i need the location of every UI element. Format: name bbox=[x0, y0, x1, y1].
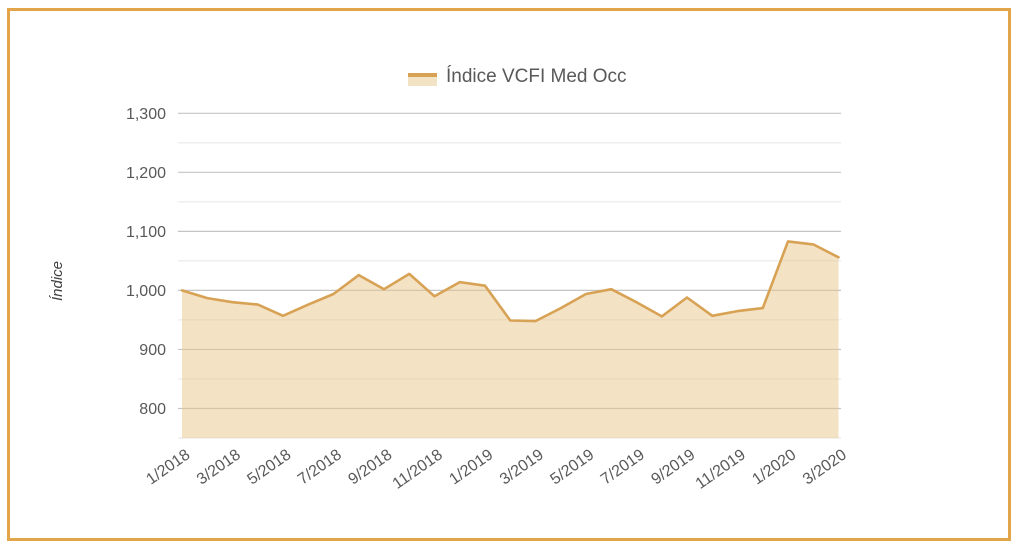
x-tick-label: 1/2018 bbox=[143, 446, 193, 488]
x-tick-label: 11/2019 bbox=[693, 446, 749, 492]
data-line bbox=[180, 240, 840, 323]
y-tick-label: 1,000 bbox=[126, 283, 166, 300]
x-tick-label: 1/2020 bbox=[749, 446, 799, 488]
x-tick-label: 7/2018 bbox=[295, 446, 345, 488]
x-tick-label: 11/2018 bbox=[390, 446, 446, 492]
y-axis-title: Índice bbox=[49, 261, 66, 301]
x-tick-label: 5/2019 bbox=[547, 446, 597, 488]
area-fill bbox=[182, 241, 839, 438]
y-tick-label: 1,300 bbox=[126, 106, 166, 123]
x-tick-label: 3/2018 bbox=[194, 446, 244, 488]
x-tick-label: 7/2019 bbox=[598, 446, 648, 488]
area-series bbox=[180, 240, 840, 438]
x-tick-label: 3/2019 bbox=[497, 446, 547, 488]
page-border-frame bbox=[7, 8, 1011, 541]
x-tick-label: 1/2019 bbox=[446, 446, 496, 488]
x-tick-label: 3/2020 bbox=[800, 446, 850, 488]
x-tick-label: 9/2018 bbox=[345, 446, 395, 488]
y-tick-label: 800 bbox=[139, 401, 166, 418]
legend: Índice VCFI Med Occ bbox=[408, 66, 627, 87]
legend-fill-swatch-icon bbox=[408, 77, 437, 86]
legend-label: Índice VCFI Med Occ bbox=[446, 66, 627, 87]
y-tick-label: 1,200 bbox=[126, 165, 166, 182]
x-tick-label: 9/2019 bbox=[648, 446, 698, 488]
y-axis-tick-labels: 800 900 1,000 1,100 1,200 1,300 bbox=[126, 106, 166, 418]
y-tick-label: 1,100 bbox=[126, 224, 166, 241]
y-tick-label: 900 bbox=[139, 342, 166, 359]
x-tick-label: 5/2018 bbox=[244, 446, 294, 488]
